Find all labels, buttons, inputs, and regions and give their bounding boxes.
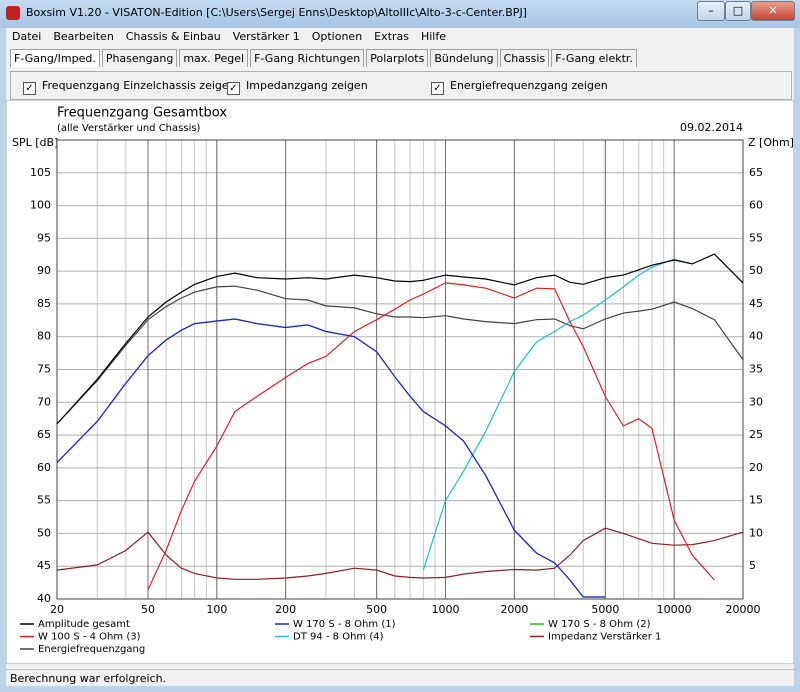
x-tick-label: 5000	[591, 603, 619, 616]
chart-subtitle: (alle Verstärker und Chassis)	[57, 123, 201, 134]
y-tick-label: 60	[37, 461, 51, 474]
y2-tick-label: 10	[749, 526, 763, 539]
y2-tick-label: 5	[749, 559, 756, 572]
x-tick-label: 20000	[726, 603, 761, 616]
y2-tick-label: 35	[749, 363, 763, 376]
y-tick-label: 80	[37, 330, 51, 343]
legend-label: W 170 S - 8 Ohm (1)	[293, 619, 396, 630]
y2-tick-label: 60	[749, 199, 763, 212]
status-bar: Berechnung war erfolgreich.	[6, 669, 798, 687]
minimize-button[interactable]: –	[697, 1, 725, 21]
y-tick-label: 105	[30, 166, 51, 179]
y-tick-label: 40	[37, 592, 51, 605]
tab[interactable]: F-Gang/Imped.	[10, 49, 100, 67]
menu-item[interactable]: Extras	[374, 30, 409, 43]
legend-label: Impedanz Verstärker 1	[548, 632, 661, 643]
y-axis-label: SPL [dB]	[12, 136, 58, 149]
legend-label: Amplitude gesamt	[38, 619, 130, 630]
menu-item[interactable]: Bearbeiten	[53, 30, 114, 43]
x-tick-label: 200	[275, 603, 296, 616]
option[interactable]: ✓ Energiefrequenzgang zeigen	[431, 79, 608, 95]
close-button[interactable]: ✕	[751, 1, 795, 21]
option-label: Frequenzgang Einzelchassis zeigen	[42, 79, 236, 92]
menu-item[interactable]: Verstärker 1	[232, 30, 300, 43]
y-tick-label: 100	[30, 199, 51, 212]
y-tick-label: 95	[37, 231, 51, 244]
options-panel: ✓ Frequenzgang Einzelchassis zeigen ✓ Impe…	[10, 71, 792, 100]
tab[interactable]: Chassis	[499, 49, 550, 67]
y-tick-label: 65	[37, 428, 51, 441]
x-tick-label: 500	[366, 603, 387, 616]
tab[interactable]: Phasengang	[101, 49, 178, 67]
option-label: Energiefrequenzgang zeigen	[450, 79, 608, 92]
x-tick-label: 100	[206, 603, 227, 616]
y-tick-label: 90	[37, 264, 51, 277]
y2-tick-label: 45	[749, 297, 763, 310]
option-label: Impedanzgang zeigen	[246, 79, 368, 92]
title-bar: Boxsim V1.20 - VISATON-Edition [C:\Users…	[0, 0, 800, 28]
app-icon	[6, 6, 20, 20]
y2-tick-label: 55	[749, 231, 763, 244]
y2-tick-label: 30	[749, 395, 763, 408]
y-tick-label: 75	[37, 363, 51, 376]
y2-tick-label: 40	[749, 330, 763, 343]
chart-date: 09.02.2014	[680, 121, 743, 134]
y2-axis-label: Z [Ohm]	[748, 136, 794, 149]
y2-tick-label: 65	[749, 166, 763, 179]
series-line	[147, 282, 715, 591]
plot-frame	[56, 139, 744, 600]
chart: Frequenzgang Gesamtbox (alle Verstärker …	[6, 100, 794, 664]
y-tick-label: 85	[37, 297, 51, 310]
tab[interactable]: F-Gang Richtungen	[250, 49, 365, 67]
option[interactable]: ✓ Impedanzgang zeigen	[227, 79, 368, 95]
chart-background	[6, 100, 794, 664]
maximize-button[interactable]: □	[725, 1, 751, 21]
series-line	[57, 285, 743, 425]
y-tick-label: 55	[37, 494, 51, 507]
menu-item[interactable]: Datei	[12, 30, 42, 43]
legend-label: W 170 S - 8 Ohm (2)	[548, 619, 651, 630]
tab[interactable]: F-Gang elektr.	[551, 49, 637, 67]
tab[interactable]: Bündelung	[430, 49, 498, 67]
tab[interactable]: max. Pegel	[179, 49, 249, 67]
window-title: Boxsim V1.20 - VISATON-Edition [C:\Users…	[26, 6, 527, 19]
y-tick-label: 50	[37, 526, 51, 539]
option[interactable]: ✓ Frequenzgang Einzelchassis zeigen	[23, 79, 236, 95]
series-line	[57, 527, 743, 580]
plot-area	[57, 253, 743, 598]
x-tick-label: 2000	[500, 603, 528, 616]
y2-tick-label: 50	[749, 264, 763, 277]
y-tick-label: 45	[37, 559, 51, 572]
y-tick-label: 70	[37, 395, 51, 408]
y2-tick-label: 20	[749, 461, 763, 474]
series-line	[57, 318, 606, 598]
menu-item[interactable]: Hilfe	[420, 30, 446, 43]
menu-bar: Datei Bearbeiten Chassis & Einbau Verstärke…	[6, 28, 452, 46]
menu-item[interactable]: Chassis & Einbau	[125, 30, 221, 43]
tab-bar: F-Gang/Imped. Phasengang max. Pegel F-Gang …	[10, 49, 639, 67]
y2-tick-label: 25	[749, 428, 763, 441]
x-tick-label: 1000	[431, 603, 459, 616]
tab[interactable]: Polarplots	[366, 49, 429, 67]
x-tick-label: 20	[50, 603, 64, 616]
legend-label: W 100 S - 4 Ohm (3)	[38, 632, 141, 643]
legend-label: DT 94 - 8 Ohm (4)	[293, 632, 384, 643]
x-tick-label: 10000	[657, 603, 692, 616]
menu-item[interactable]: Optionen	[311, 30, 363, 43]
y2-tick-label: 15	[749, 494, 763, 507]
x-tick-label: 50	[141, 603, 155, 616]
chart-title: Frequenzgang Gesamtbox	[57, 106, 227, 121]
legend-label: Energiefrequenzgang	[38, 644, 145, 655]
series-line	[57, 253, 743, 425]
